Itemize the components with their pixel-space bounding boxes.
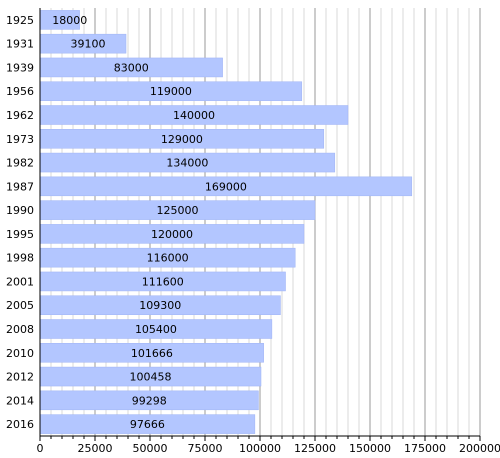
category-label-1995: 1995 — [6, 228, 34, 241]
category-label-1987: 1987 — [6, 180, 34, 193]
data-label-2001: 111600 — [142, 275, 184, 288]
x-tick-label-75000: 75000 — [188, 442, 223, 455]
data-label-1998: 116000 — [147, 252, 189, 265]
category-label-1962: 1962 — [6, 109, 34, 122]
category-label-2005: 2005 — [6, 299, 34, 312]
x-tick-label-200000: 200000 — [459, 442, 500, 455]
x-tick-label-175000: 175000 — [404, 442, 446, 455]
data-label-2012: 100458 — [130, 371, 172, 384]
category-label-2010: 2010 — [6, 347, 34, 360]
data-label-2014: 99298 — [132, 394, 167, 407]
data-label-2010: 101666 — [131, 347, 173, 360]
data-label-2016: 97666 — [130, 418, 165, 431]
x-tick-label-25000: 25000 — [78, 442, 113, 455]
category-label-2012: 2012 — [6, 371, 34, 384]
category-label-1973: 1973 — [6, 133, 34, 146]
category-label-2008: 2008 — [6, 323, 34, 336]
axis-layer: 1925 1931 1939 1956 1962 1973 1982 1987 1990 1995… — [6, 8, 500, 455]
category-label-2014: 2014 — [6, 394, 34, 407]
data-label-1990: 125000 — [157, 204, 199, 217]
category-label-1990: 1990 — [6, 204, 34, 217]
x-tick-label-50000: 50000 — [133, 442, 168, 455]
data-label-1962: 140000 — [173, 109, 215, 122]
x-tick-label-100000: 100000 — [239, 442, 281, 455]
data-label-1931: 39100 — [71, 38, 106, 51]
category-label-1931: 1931 — [6, 38, 34, 51]
category-label-1939: 1939 — [6, 61, 34, 74]
x-tick-label-0: 0 — [37, 442, 44, 455]
data-label-1987: 169000 — [205, 180, 247, 193]
data-label-1982: 134000 — [166, 157, 208, 170]
data-label-1925: 18000 — [52, 14, 87, 27]
x-tick-label-150000: 150000 — [349, 442, 391, 455]
category-label-1998: 1998 — [6, 252, 34, 265]
data-label-1973: 129000 — [161, 133, 203, 146]
grid-layer — [50, 8, 481, 436]
category-label-1982: 1982 — [6, 157, 34, 170]
category-label-1925: 1925 — [6, 14, 34, 27]
data-label-1995: 120000 — [151, 228, 193, 241]
data-label-1956: 119000 — [150, 85, 192, 98]
category-label-2016: 2016 — [6, 418, 34, 431]
data-label-2008: 105400 — [135, 323, 177, 336]
category-label-2001: 2001 — [6, 275, 34, 288]
category-label-1956: 1956 — [6, 85, 34, 98]
data-label-1939: 83000 — [114, 61, 149, 74]
x-tick-label-125000: 125000 — [294, 442, 336, 455]
data-label-2005: 109300 — [139, 299, 181, 312]
